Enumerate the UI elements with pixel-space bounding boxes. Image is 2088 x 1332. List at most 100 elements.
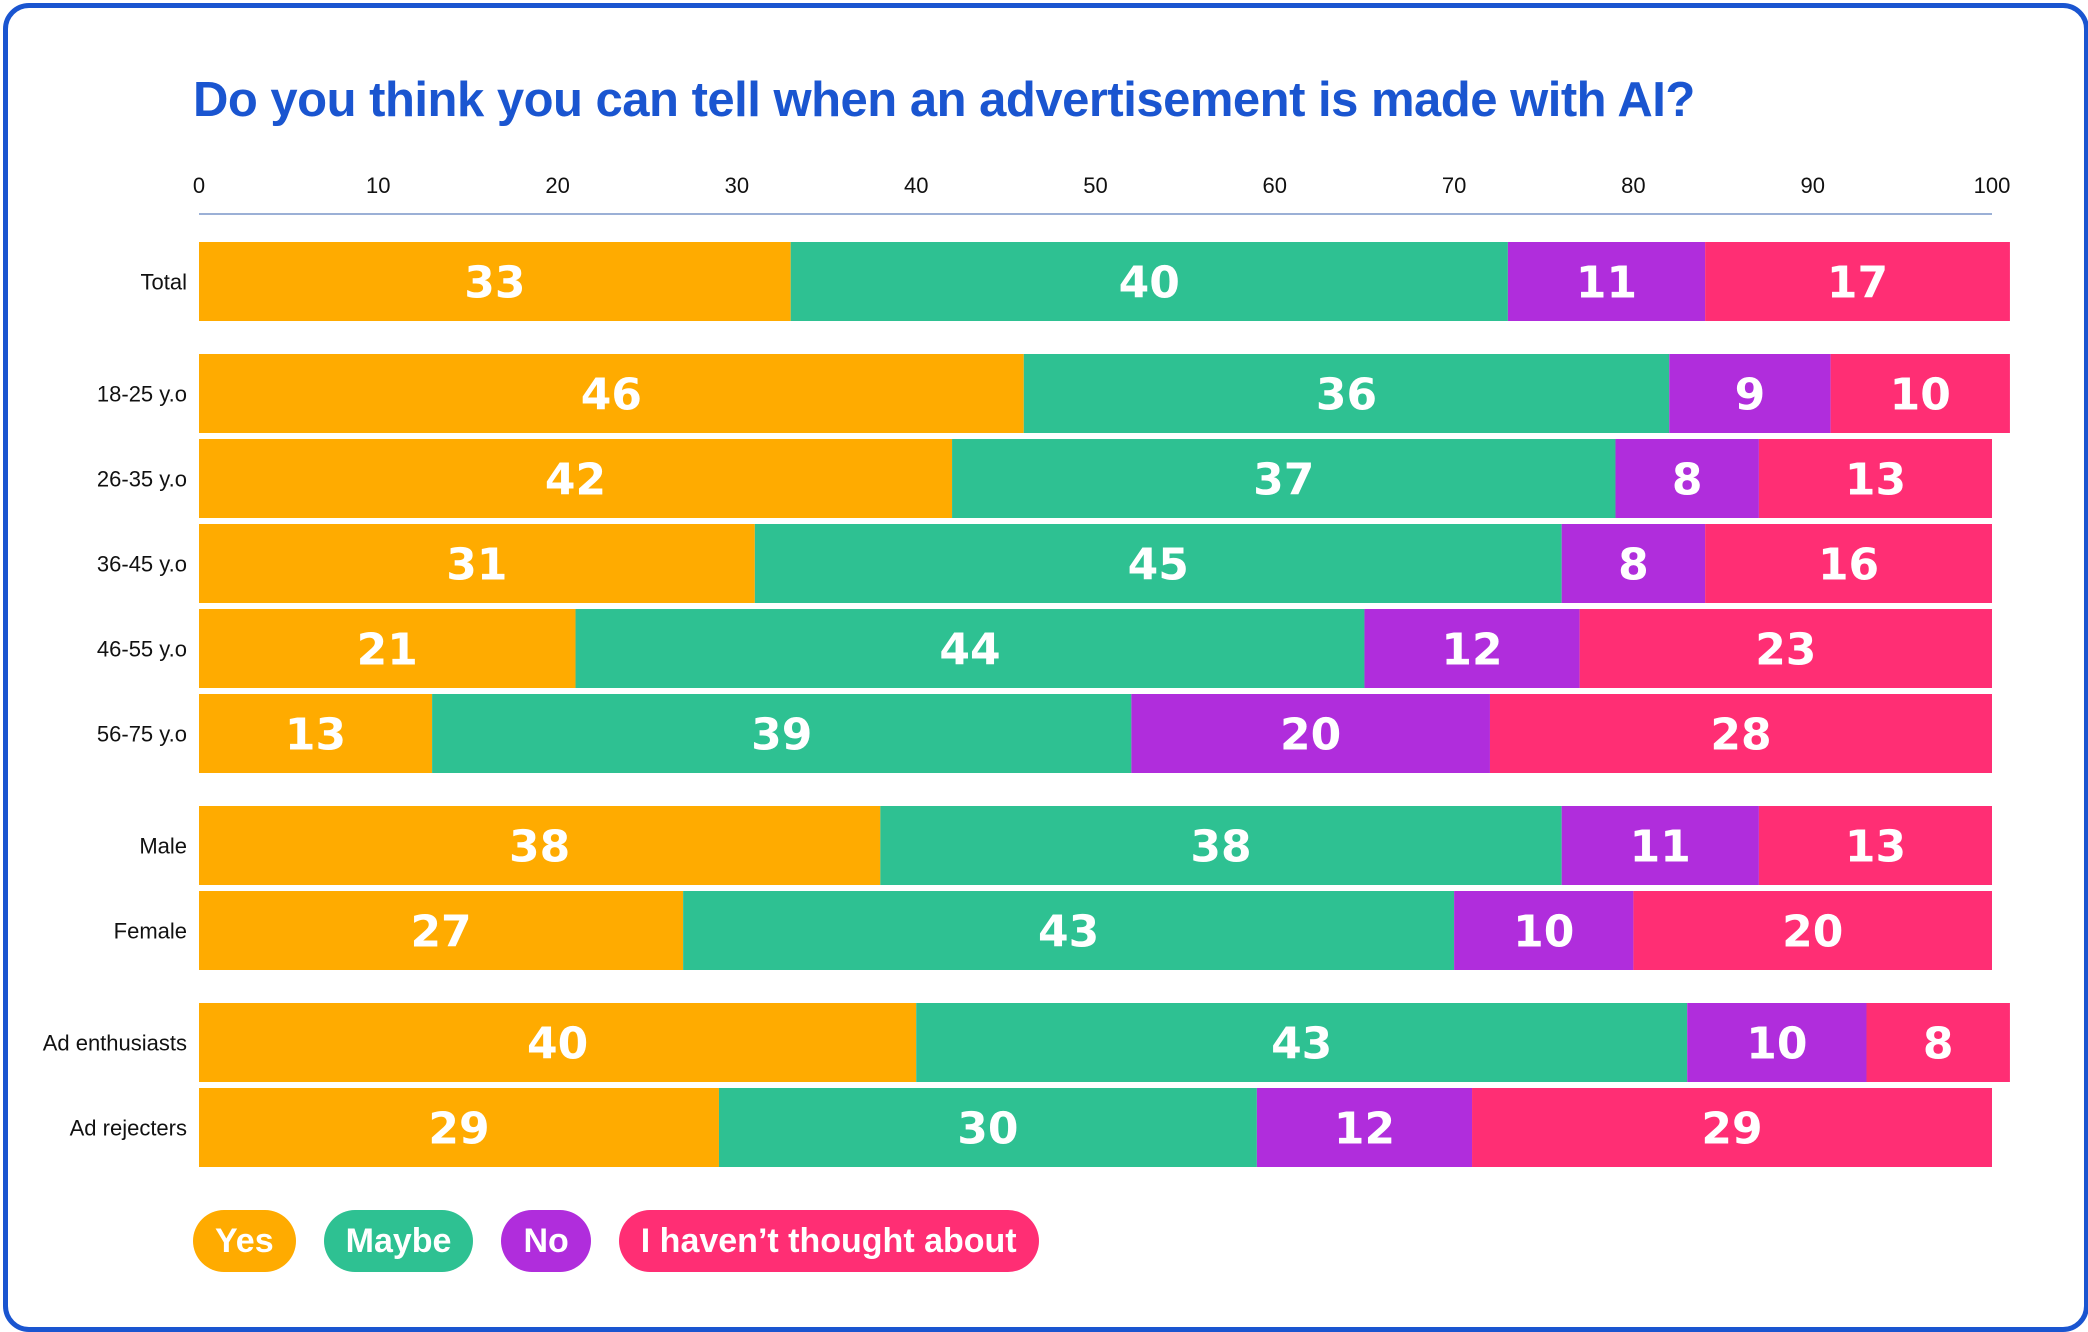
data-label: 10 [1890,370,1951,421]
bar-segment-i-haven-t-thought-about [1830,354,2010,433]
legend: Yes Maybe No I haven’t thought about [193,1210,1039,1272]
bar-segment-maybe [880,806,1562,885]
data-label: 20 [1782,907,1843,958]
data-label: 29 [428,1104,489,1155]
bar-segment-no [1131,694,1490,773]
category-label: 26-35 y.o [97,467,187,492]
data-label: 38 [509,822,570,873]
data-label: 39 [751,710,812,761]
bar-segment-maybe [575,609,1365,688]
x-tick-label: 60 [1263,173,1287,198]
data-label: 42 [545,455,606,506]
data-label: 36 [1316,370,1377,421]
bar-segment-i-haven-t-thought-about [1705,242,2010,321]
data-label: 10 [1513,907,1574,958]
bar-segment-yes [199,242,791,321]
bar-segment-no [1507,242,1706,321]
bar-segment-i-haven-t-thought-about [1705,524,1992,603]
data-label: 30 [957,1104,1018,1155]
x-tick-label: 10 [366,173,390,198]
data-label: 9 [1735,370,1766,421]
data-label: 46 [581,370,642,421]
data-label: 33 [464,258,525,309]
x-tick-label: 100 [1974,173,2011,198]
bar-segment-yes [199,1088,719,1167]
bar-segment-maybe [952,439,1616,518]
bar-segment-i-haven-t-thought-about [1472,1088,1992,1167]
data-label: 10 [1746,1019,1807,1070]
bar-segment-no [1364,609,1580,688]
category-label: 46-55 y.o [97,637,187,662]
chart-title: Do you think you can tell when an advert… [193,73,1695,127]
bar-segment-i-haven-t-thought-about [1579,609,1992,688]
bar-segment-no [1669,354,1831,433]
data-label: 11 [1630,822,1691,873]
bar-segment-no [1561,806,1759,885]
category-label: Ad rejecters [70,1116,187,1141]
data-label: 28 [1710,710,1771,761]
bar-segment-no [1256,1088,1473,1167]
category-label: 56-75 y.o [97,722,187,747]
x-tick-label: 80 [1621,173,1645,198]
bar-segment-maybe [718,1088,1257,1167]
data-label: 20 [1280,710,1341,761]
data-label: 40 [527,1019,588,1070]
x-tick-label: 40 [904,173,928,198]
category-label: Female [114,919,187,944]
bar-segment-i-haven-t-thought-about [1866,1003,2010,1082]
data-label: 40 [1119,258,1180,309]
bar-segment-yes [199,524,755,603]
bar-segment-i-haven-t-thought-about [1758,806,1992,885]
x-tick-label: 50 [1083,173,1107,198]
bar-segment-no [1615,439,1759,518]
data-label: 13 [285,710,346,761]
bar-segment-i-haven-t-thought-about [1758,439,1992,518]
category-label: Total [141,270,187,295]
x-tick-label: 90 [1800,173,1824,198]
data-label: 13 [1845,822,1906,873]
bar-segment-yes [199,891,684,970]
bar-segment-no [1687,1003,1867,1082]
bar-segment-yes [199,609,576,688]
data-label: 29 [1701,1104,1762,1155]
data-label: 43 [1271,1019,1332,1070]
bar-segment-yes [199,439,953,518]
bar-segment-i-haven-t-thought-about [1489,694,1992,773]
data-label: 16 [1818,540,1879,591]
bar-segment-maybe [916,1003,1688,1082]
x-tick-label: 20 [545,173,569,198]
bar-segment-yes [199,1003,917,1082]
data-label: 17 [1827,258,1888,309]
category-label: Male [139,834,187,859]
bar-segment-maybe [683,891,1455,970]
data-label: 21 [357,625,418,676]
bar-segment-no [1454,891,1634,970]
data-label: 11 [1576,258,1637,309]
x-tick-label: 0 [193,173,205,198]
bar-segment-no [1561,524,1706,603]
category-label: Ad enthusiasts [43,1031,187,1056]
data-label: 43 [1038,907,1099,958]
bar-segment-maybe [790,242,1508,321]
data-label: 8 [1672,455,1703,506]
category-label: 36-45 y.o [97,552,187,577]
bar-segment-yes [199,694,433,773]
data-label: 38 [1190,822,1251,873]
data-label: 8 [1618,540,1649,591]
legend-maybe: Maybe [323,1210,474,1272]
bar-segment-maybe [432,694,1132,773]
bar-segment-maybe [1023,354,1670,433]
data-label: 44 [939,625,1000,676]
bar-segment-i-haven-t-thought-about [1633,891,1992,970]
bar-segment-maybe [754,524,1562,603]
data-label: 12 [1441,625,1502,676]
legend-no: No [501,1210,591,1272]
data-label: 37 [1253,455,1314,506]
data-label: 27 [410,907,471,958]
data-label: 45 [1128,540,1189,591]
data-label: 13 [1845,455,1906,506]
bar-segment-yes [199,806,881,885]
data-label: 31 [446,540,507,591]
x-tick-label: 70 [1442,173,1466,198]
